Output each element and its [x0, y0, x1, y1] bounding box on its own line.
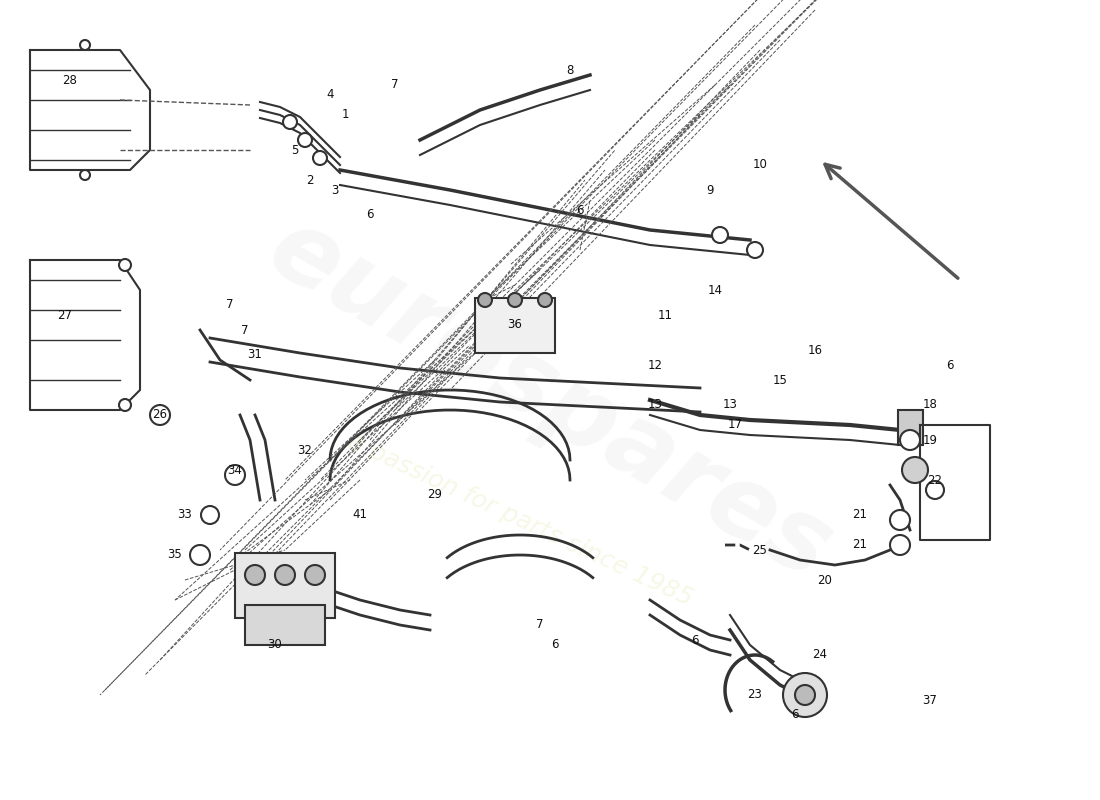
Circle shape — [283, 115, 297, 129]
Text: 6: 6 — [791, 709, 799, 722]
FancyBboxPatch shape — [235, 553, 336, 618]
Text: 21: 21 — [852, 509, 868, 522]
Text: 26: 26 — [153, 409, 167, 422]
Text: 13: 13 — [723, 398, 737, 411]
Text: 23: 23 — [748, 689, 762, 702]
Circle shape — [80, 170, 90, 180]
Circle shape — [902, 457, 928, 483]
Text: 5: 5 — [292, 143, 299, 157]
Circle shape — [783, 673, 827, 717]
Text: 6: 6 — [551, 638, 559, 651]
Text: 19: 19 — [923, 434, 937, 446]
Text: 10: 10 — [752, 158, 768, 171]
Text: 6: 6 — [946, 358, 954, 371]
Circle shape — [190, 545, 210, 565]
Text: 1: 1 — [341, 109, 349, 122]
Circle shape — [795, 685, 815, 705]
Circle shape — [508, 293, 522, 307]
FancyBboxPatch shape — [898, 410, 923, 445]
Text: 3: 3 — [331, 183, 339, 197]
Text: 16: 16 — [807, 343, 823, 357]
Text: 12: 12 — [648, 358, 662, 371]
Text: 24: 24 — [813, 649, 827, 662]
Text: 13: 13 — [648, 398, 662, 411]
Text: 7: 7 — [392, 78, 398, 91]
Text: 8: 8 — [566, 63, 574, 77]
Text: 31: 31 — [248, 349, 263, 362]
Circle shape — [245, 565, 265, 585]
Text: 6: 6 — [366, 209, 374, 222]
Text: 36: 36 — [507, 318, 522, 331]
Circle shape — [150, 405, 170, 425]
Circle shape — [201, 506, 219, 524]
Text: 21: 21 — [852, 538, 868, 551]
Circle shape — [119, 399, 131, 411]
Circle shape — [119, 259, 131, 271]
Circle shape — [747, 242, 763, 258]
Text: 18: 18 — [923, 398, 937, 411]
Text: 41: 41 — [352, 509, 367, 522]
Text: 32: 32 — [298, 443, 312, 457]
Text: 27: 27 — [57, 309, 73, 322]
Text: 4: 4 — [327, 89, 333, 102]
Circle shape — [226, 465, 245, 485]
Circle shape — [298, 133, 312, 147]
FancyBboxPatch shape — [475, 298, 556, 353]
Circle shape — [890, 510, 910, 530]
Circle shape — [478, 293, 492, 307]
Text: 33: 33 — [177, 509, 192, 522]
Circle shape — [900, 430, 920, 450]
Text: 22: 22 — [927, 474, 943, 486]
Text: 6: 6 — [691, 634, 698, 646]
Text: 7: 7 — [227, 298, 233, 311]
Text: 20: 20 — [817, 574, 833, 586]
Text: 37: 37 — [923, 694, 937, 706]
Text: 35: 35 — [167, 549, 183, 562]
Text: 28: 28 — [63, 74, 77, 86]
Circle shape — [538, 293, 552, 307]
Text: 15: 15 — [772, 374, 788, 386]
Circle shape — [890, 535, 910, 555]
Circle shape — [80, 40, 90, 50]
Text: 11: 11 — [658, 309, 672, 322]
Text: 17: 17 — [727, 418, 742, 431]
Text: a passion for parts since 1985: a passion for parts since 1985 — [343, 430, 696, 610]
Text: 30: 30 — [267, 638, 283, 651]
Text: 2: 2 — [306, 174, 313, 186]
Circle shape — [275, 565, 295, 585]
Text: 9: 9 — [706, 183, 714, 197]
Circle shape — [926, 481, 944, 499]
Text: 7: 7 — [241, 323, 249, 337]
Circle shape — [314, 151, 327, 165]
Circle shape — [305, 565, 324, 585]
Circle shape — [712, 227, 728, 243]
Text: 14: 14 — [707, 283, 723, 297]
Text: 6: 6 — [576, 203, 584, 217]
Text: 25: 25 — [752, 543, 768, 557]
Text: 29: 29 — [428, 489, 442, 502]
FancyBboxPatch shape — [245, 605, 324, 645]
Text: 7: 7 — [537, 618, 543, 631]
Text: eurospares: eurospares — [252, 200, 848, 600]
Text: 34: 34 — [228, 463, 242, 477]
